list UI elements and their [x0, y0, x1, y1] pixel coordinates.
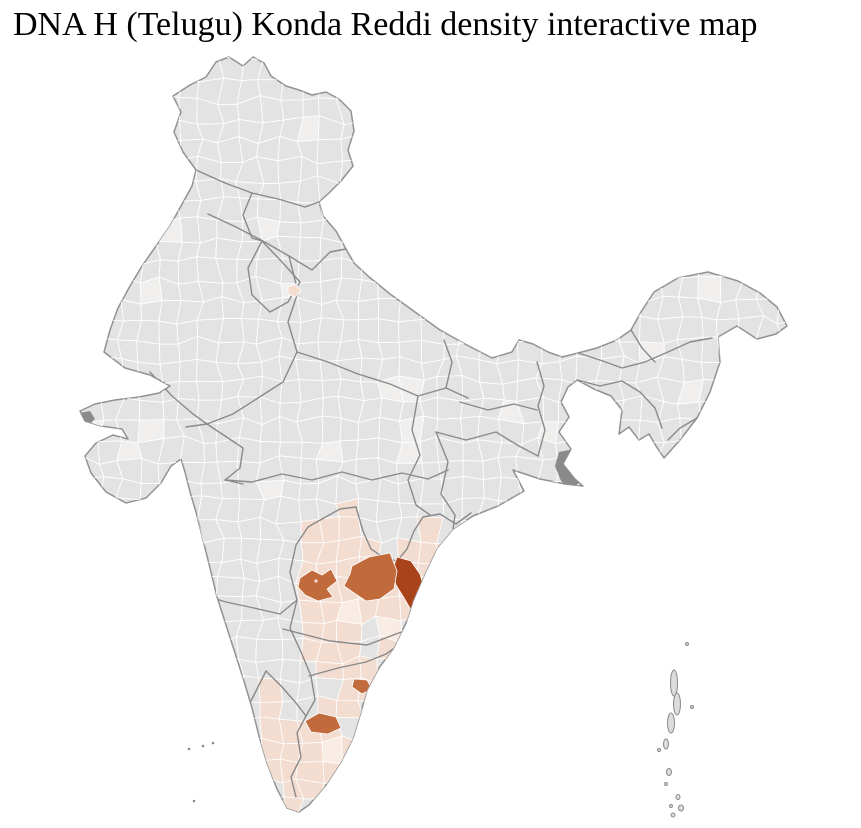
page-title: DNA H (Telugu) Konda Reddi density inter…	[13, 6, 758, 43]
neutral-dark-district-1[interactable]	[555, 449, 588, 490]
district-enclave-dot	[314, 579, 318, 583]
andaman-nicobar-islands	[657, 642, 694, 818]
lakshadweep-islands	[187, 741, 215, 803]
medium-density-district-4[interactable]	[304, 712, 342, 735]
medium-density-district-2[interactable]	[297, 568, 338, 602]
medium-density-district-1[interactable]	[343, 552, 398, 602]
india-outline	[79, 56, 788, 813]
district-mesh[interactable]	[36, 36, 805, 828]
low-density-seed-district[interactable]	[287, 283, 302, 298]
